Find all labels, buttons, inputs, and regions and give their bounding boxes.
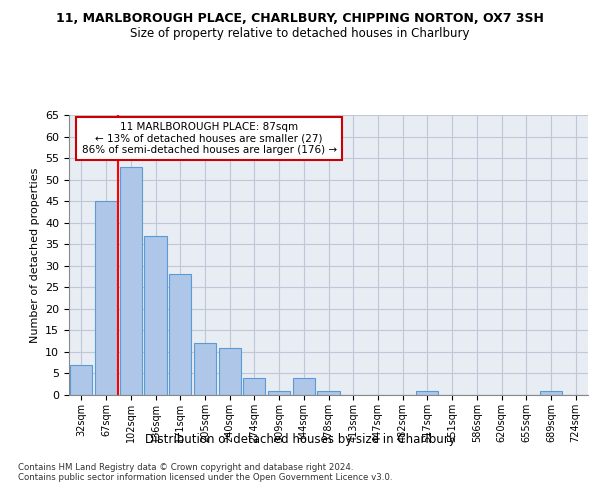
Bar <box>243 378 265 395</box>
Bar <box>416 390 439 395</box>
Bar <box>169 274 191 395</box>
Text: 11 MARLBOROUGH PLACE: 87sqm
← 13% of detached houses are smaller (27)
86% of sem: 11 MARLBOROUGH PLACE: 87sqm ← 13% of det… <box>82 122 337 155</box>
Text: Contains HM Land Registry data © Crown copyright and database right 2024.
Contai: Contains HM Land Registry data © Crown c… <box>18 462 392 482</box>
Text: Distribution of detached houses by size in Charlbury: Distribution of detached houses by size … <box>145 432 455 446</box>
Y-axis label: Number of detached properties: Number of detached properties <box>29 168 40 342</box>
Bar <box>119 166 142 395</box>
Bar <box>194 344 216 395</box>
Text: 11, MARLBOROUGH PLACE, CHARLBURY, CHIPPING NORTON, OX7 3SH: 11, MARLBOROUGH PLACE, CHARLBURY, CHIPPI… <box>56 12 544 26</box>
Bar <box>145 236 167 395</box>
Bar <box>218 348 241 395</box>
Bar <box>317 390 340 395</box>
Bar <box>95 201 117 395</box>
Text: Size of property relative to detached houses in Charlbury: Size of property relative to detached ho… <box>130 28 470 40</box>
Bar <box>70 365 92 395</box>
Bar <box>540 390 562 395</box>
Bar <box>293 378 315 395</box>
Bar <box>268 390 290 395</box>
